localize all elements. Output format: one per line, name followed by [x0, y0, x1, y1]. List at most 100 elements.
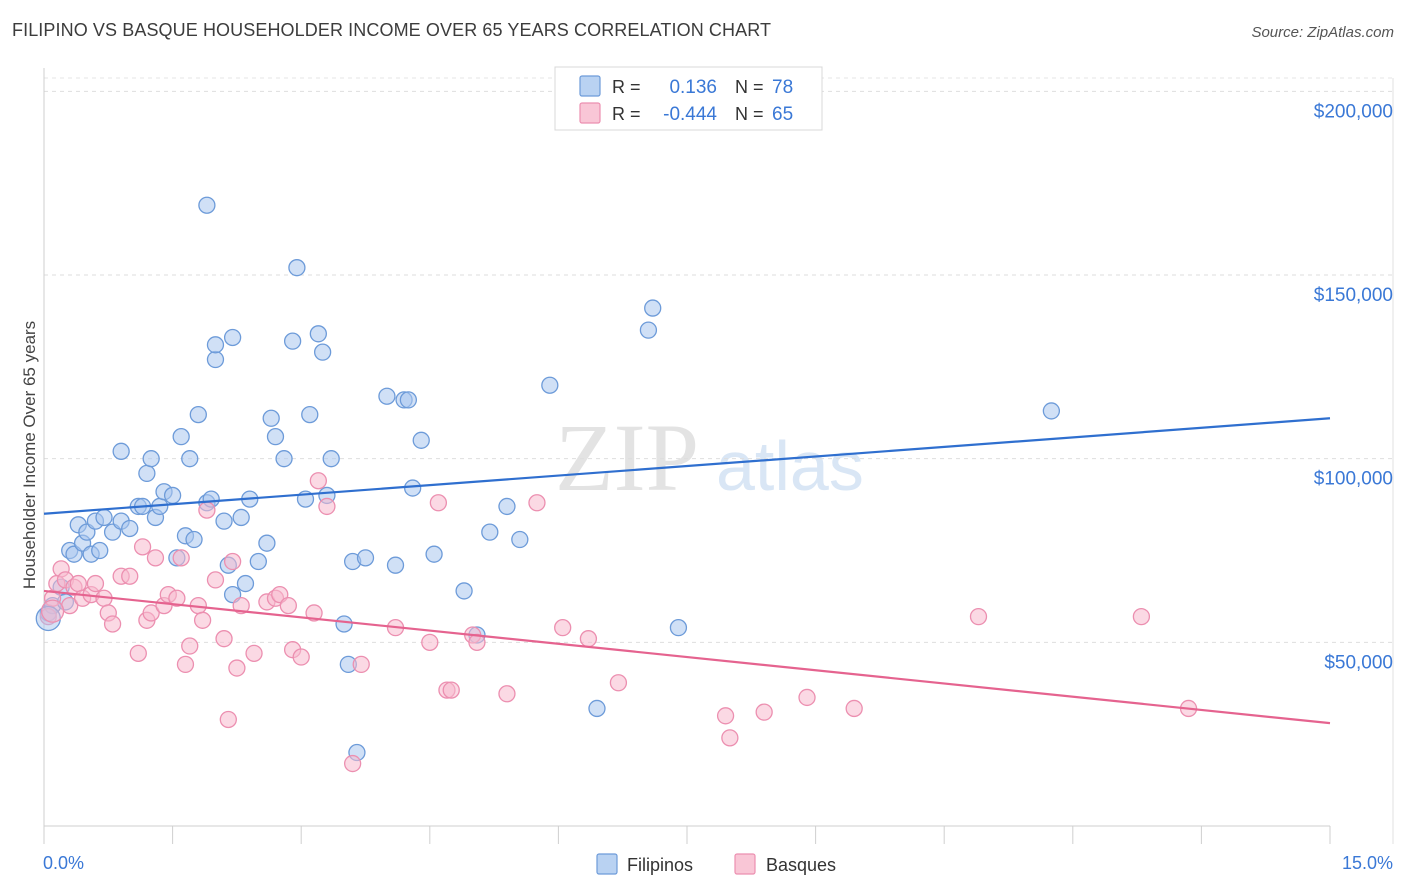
filipino-point-61 [378, 387, 396, 405]
basque-point-29 [198, 501, 216, 519]
legend-n-label-1: N = [735, 77, 764, 97]
filipino-point-56 [335, 615, 353, 633]
basque-point-19 [142, 604, 160, 622]
filipino-point-35 [206, 336, 225, 354]
legend-swatch-filipinos [579, 75, 601, 97]
filipino-point-70 [481, 523, 499, 541]
filipino-point-15 [112, 442, 130, 460]
basque-point-35 [232, 596, 250, 615]
trend-layer [43, 417, 1331, 725]
filipino-point-77 [669, 618, 688, 637]
filipino-point-53 [313, 343, 332, 361]
filipino-point-64 [399, 391, 418, 409]
basque-point-40 [279, 596, 297, 615]
filipino-point-29 [185, 530, 203, 549]
filipino-point-52 [309, 325, 327, 343]
filipino-point-55 [322, 450, 340, 468]
legend-bottom-label-basques: Basques [766, 855, 836, 875]
filipino-point-43 [249, 552, 267, 571]
watermark: ZIP atlas [555, 404, 864, 511]
basque-point-52 [442, 681, 460, 699]
basque-point-31 [215, 630, 233, 648]
watermark-atlas: atlas [716, 427, 864, 505]
x-tick-label-0: 0.0% [43, 853, 84, 873]
filipino-point-19 [138, 464, 156, 483]
filipino-point-65 [404, 479, 422, 497]
filipino-point-38 [223, 328, 242, 347]
basque-point-63 [798, 688, 816, 707]
basque-point-55 [498, 685, 516, 703]
y-tick-label-0: $50,000 [1324, 652, 1393, 673]
filipino-point-44 [258, 534, 276, 552]
basque-point-15 [121, 567, 139, 585]
filipino-point-40 [232, 508, 250, 527]
filipino-point-12 [95, 508, 113, 527]
filipino-point-41 [236, 574, 255, 593]
legend-r-label-1: R = [612, 77, 641, 97]
basque-point-46 [343, 754, 362, 773]
legend-n-value-1: 78 [772, 77, 793, 98]
y-tick-labels: $50,000 $100,000 $150,000 $200,000 [1314, 101, 1393, 673]
filipino-point-46 [266, 427, 285, 446]
filipino-point-68 [455, 582, 473, 600]
basque-point-13 [103, 615, 122, 633]
y-tick-label-1: $100,000 [1314, 469, 1393, 490]
legend-n-value-2: 65 [772, 104, 793, 125]
basque-point-25 [176, 655, 195, 674]
basque-point-cluster [40, 599, 65, 623]
legend-bottom: Filipinos Basques [596, 853, 836, 875]
basque-point-30 [206, 571, 225, 589]
filipino-trend-line [43, 417, 1331, 515]
basque-point-28 [193, 611, 212, 629]
basque-point-65 [969, 607, 988, 626]
basque-point-50 [429, 494, 448, 512]
basque-point-23 [168, 589, 186, 607]
basque-point-60 [716, 707, 735, 725]
basque-point-32 [219, 710, 237, 729]
legend-bottom-swatch-filipinos [596, 853, 618, 875]
filipino-point-47 [275, 450, 293, 468]
basque-trend-line [43, 589, 1331, 725]
basque-point-43 [305, 604, 323, 622]
gridlines [44, 77, 1395, 643]
filipino-point-67 [425, 545, 443, 563]
filipino-point-28 [181, 450, 199, 468]
filipino-point-24 [163, 486, 182, 505]
filipino-point-66 [412, 431, 430, 449]
y-tick-label-3: $200,000 [1314, 101, 1393, 122]
basque-point-58 [579, 630, 598, 648]
legend-bottom-swatch-basques [734, 853, 756, 875]
filipino-point-26 [172, 427, 190, 446]
filipino-point-72 [511, 530, 529, 549]
watermark-zip: ZIP [555, 404, 699, 511]
legend-r-value-2: -0.444 [663, 104, 717, 125]
filipino-point-75 [639, 321, 658, 339]
legend-swatch-basques [579, 102, 601, 124]
basque-point-26 [181, 637, 199, 655]
filipino-point-48 [283, 332, 302, 350]
chart-title: FILIPINO VS BASQUE HOUSEHOLDER INCOME OV… [12, 20, 772, 40]
basque-point-7 [69, 574, 87, 593]
basque-point-33 [223, 552, 242, 571]
filipino-point-49 [288, 259, 306, 277]
basque-point-24 [172, 549, 190, 567]
filipino-point-51 [301, 405, 319, 424]
axes [43, 68, 1394, 844]
filipino-point-62 [386, 556, 405, 574]
basque-point-36 [245, 644, 263, 663]
basque-point-45 [309, 472, 327, 490]
basque-point-61 [721, 729, 739, 747]
basque-point-47 [352, 655, 370, 674]
filipino-point-71 [498, 497, 516, 516]
legend-r-value-1: 0.136 [669, 77, 717, 98]
basque-point-16 [129, 644, 147, 663]
legend-top: R = 0.136 N = 78 R = -0.444 N = 65 [554, 66, 823, 131]
legend-bottom-label-filipinos: Filipinos [627, 855, 693, 875]
filipino-point-36 [215, 512, 233, 530]
filipino-point-45 [262, 409, 280, 427]
y-axis-label: Householder Income Over 65 years [20, 321, 39, 589]
x-tick-label-1: 15.0% [1342, 853, 1393, 873]
basque-point-10 [86, 574, 105, 593]
filipino-point-20 [142, 450, 160, 468]
